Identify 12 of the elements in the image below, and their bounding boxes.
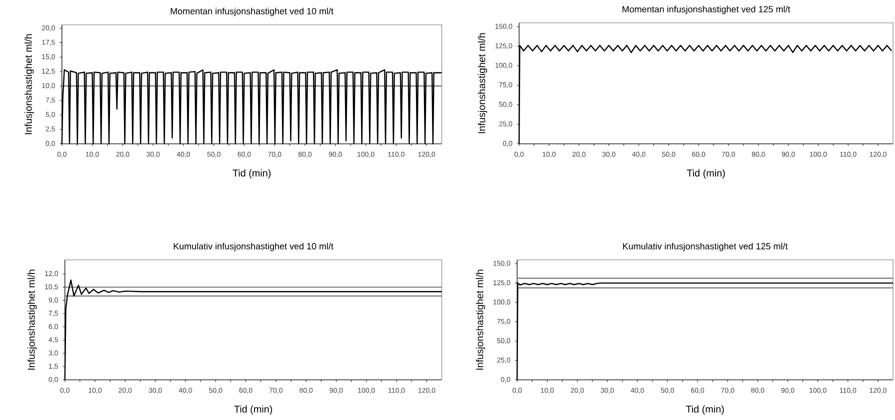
- x-axis-title: Tid (min): [232, 170, 271, 179]
- x-axis-title: Tid (min): [234, 406, 272, 415]
- y-axis-title: Infusjonshastighet ml/h: [24, 34, 34, 134]
- chart-title: Kumulativ infusjonshastighet ved 125 ml/t: [623, 243, 788, 252]
- chart-title: Kumulativ infusjonshastighet ved 10 ml/t: [174, 243, 334, 252]
- y-axis-title: Infusjonshastighet ml/h: [478, 33, 488, 134]
- chart-title: Momentan infusjonshastighet ved 125 ml/t: [622, 6, 790, 14]
- y-axis-title: Infusjonshastighet ml/h: [476, 270, 486, 370]
- x-axis-title: Tid (min): [686, 170, 725, 179]
- y-axis-title: Infusjonshastighet ml/h: [28, 270, 37, 370]
- chart-title: Momentan infusjonshastighet ved 10 ml/t: [170, 8, 334, 16]
- x-axis-title: Tid (min): [686, 406, 724, 415]
